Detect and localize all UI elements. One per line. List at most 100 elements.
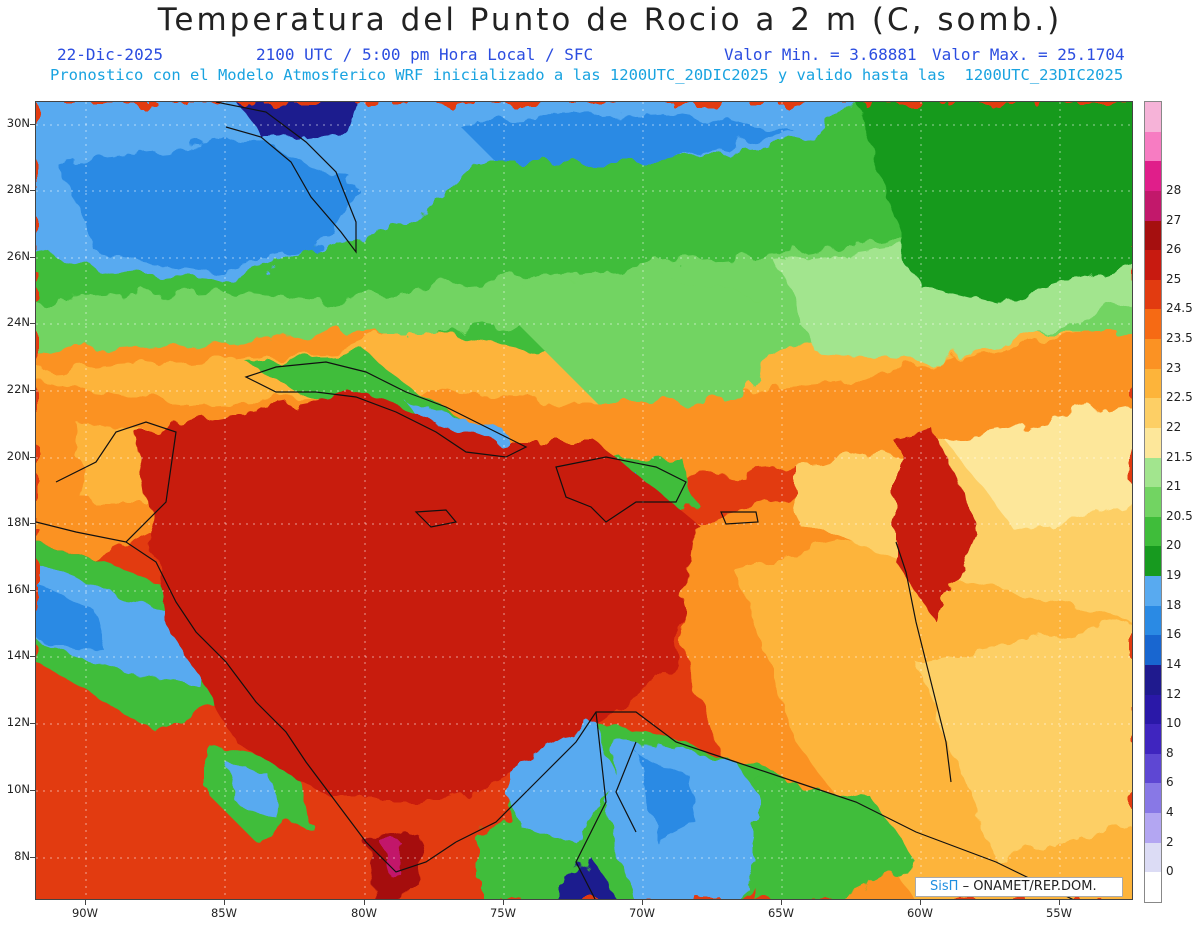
forecast-date: 22-Dic-2025 [57,45,163,64]
lat-tick [30,590,35,591]
legend-swatch [1145,250,1161,280]
lat-label: 22N [6,382,30,396]
lon-tick [224,900,225,905]
legend-label: 18 [1166,597,1182,612]
lon-tick [920,900,921,905]
legend-label: 6 [1166,775,1174,790]
legend-label: 23.5 [1166,331,1193,346]
lat-label: 8N [14,849,30,863]
legend-label: 27 [1166,212,1182,227]
lat-tick [30,323,35,324]
lon-label: 70W [628,906,655,920]
model-info: Pronostico con el Modelo Atmosferico WRF… [50,66,1124,84]
map-title: Temperatura del Punto de Rocio a 2 m (C,… [157,2,1063,38]
lat-label: 12N [6,715,30,729]
lat-label: 30N [6,116,30,130]
legend-label: 20 [1166,538,1182,553]
lat-tick [30,857,35,858]
lon-tick [364,900,365,905]
lon-tick [1059,900,1060,905]
legend-swatch [1145,516,1161,547]
legend-label: 16 [1166,627,1182,642]
legend-swatch [1145,576,1161,606]
legend-label: 21 [1166,479,1182,494]
legend-swatch [1145,457,1161,488]
legend-label: 14 [1166,656,1182,671]
lat-tick [30,124,35,125]
legend-swatch [1145,279,1161,310]
legend-label: 0 [1166,864,1174,879]
forecast-time: 2100 UTC / 5:00 pm Hora Local / SFC [256,45,594,64]
min-value: Valor Min. = 3.68881 [724,45,917,64]
lat-tick [30,656,35,657]
lat-tick [30,190,35,191]
legend-swatch [1145,872,1161,902]
legend-label: 8 [1166,745,1174,760]
lon-label: 60W [906,906,933,920]
legend-label: 20.5 [1166,508,1193,523]
lon-label: 85W [210,906,237,920]
legend-swatch [1145,427,1161,458]
legend-swatch [1145,842,1161,873]
lat-tick [30,723,35,724]
dewpoint-map[interactable] [35,101,1133,900]
legend-swatch [1145,398,1161,428]
legend-label: 2 [1166,834,1174,849]
legend-label: 10 [1166,716,1182,731]
lat-label: 18N [6,515,30,529]
lon-label: 90W [71,906,98,920]
lon-label: 75W [489,906,516,920]
lat-tick [30,457,35,458]
legend-label: 24.5 [1166,301,1193,316]
legend-swatch [1145,339,1161,369]
legend-label: 23 [1166,360,1182,375]
credit-org: – ONAMET/REP.DOM. [962,879,1097,894]
legend-swatch [1145,161,1161,191]
max-value: Valor Max. = 25.1704 [932,45,1125,64]
lon-tick [503,900,504,905]
legend-label: 22.5 [1166,390,1193,405]
legend-label: 4 [1166,805,1174,820]
credit-box: SisΠ – ONAMET/REP.DOM. [915,877,1123,897]
lon-tick [781,900,782,905]
lat-tick [30,257,35,258]
lat-tick [30,790,35,791]
lat-label: 16N [6,582,30,596]
legend-label: 21.5 [1166,449,1193,464]
legend-swatch [1145,546,1161,576]
legend-swatch [1145,220,1161,251]
legend-label: 22 [1166,419,1182,434]
legend-swatch [1145,487,1161,517]
legend-swatch [1145,694,1161,725]
legend-swatch [1145,102,1161,132]
lat-label: 28N [6,182,30,196]
lat-label: 20N [6,449,30,463]
legend-swatch [1145,724,1161,754]
lon-label: 80W [350,906,377,920]
legend-label: 25 [1166,271,1182,286]
legend-label: 28 [1166,182,1182,197]
lat-tick [30,390,35,391]
graticule [36,102,1132,899]
legend-label: 26 [1166,242,1182,257]
lat-tick [30,523,35,524]
lon-label: 65W [767,906,794,920]
lon-tick [85,900,86,905]
legend-swatch [1145,664,1161,695]
lon-tick [642,900,643,905]
legend-swatch [1145,813,1161,843]
legend-swatch [1145,190,1161,221]
legend-swatch [1145,753,1161,784]
legend-swatch [1145,605,1161,636]
lat-label: 14N [6,648,30,662]
legend-label: 19 [1166,568,1182,583]
legend-swatch [1145,783,1161,813]
dewpoint-field [36,102,1132,899]
legend-swatch [1145,368,1161,399]
legend-swatch [1145,635,1161,665]
sispi-logo: SisΠ [930,879,959,894]
coastlines [36,102,1074,899]
legend-swatch [1145,131,1161,162]
lat-label: 26N [6,249,30,263]
legend-label: 12 [1166,686,1182,701]
